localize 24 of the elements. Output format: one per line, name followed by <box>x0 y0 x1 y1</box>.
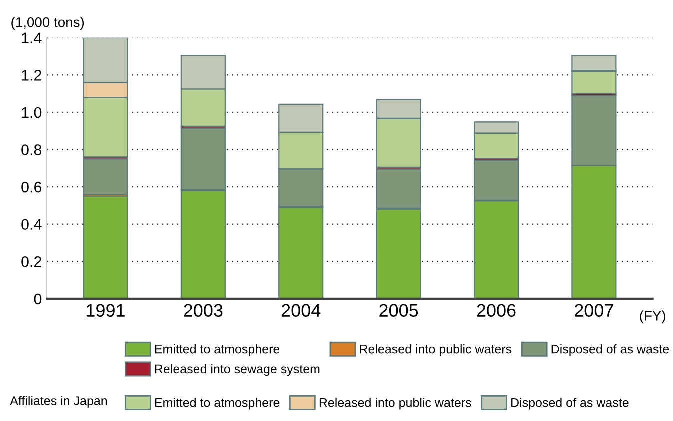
y-tick-label: 0.2 <box>22 256 42 268</box>
x-tick-label: 2005 <box>380 304 418 318</box>
legend-label: Released into public waters <box>360 344 512 356</box>
legend-label: Emitted to atmosphere <box>155 344 280 356</box>
y-axis-title: (1,000 tons) <box>12 17 84 30</box>
x-tick-label: 2004 <box>282 304 321 318</box>
y-tick-label: 0 <box>34 294 42 305</box>
legend-label: Released into public waters <box>320 398 472 410</box>
x-tick-label: 2006 <box>477 304 516 318</box>
y-tick-label: 0.8 <box>22 144 42 156</box>
legend-label: Disposed of as waste <box>552 344 670 356</box>
y-tick-label: 1.4 <box>22 32 42 44</box>
x-tick-label: 1991 <box>87 304 125 318</box>
legend-label: Disposed of as waste <box>512 398 629 410</box>
y-tick-label: 0.6 <box>22 182 42 193</box>
legend-label: Emitted to atmosphere <box>155 398 280 410</box>
text: Affiliates in Japan <box>10 396 108 408</box>
x-axis-title: (FY) <box>640 310 666 324</box>
legend-label: Released into sewage system <box>155 364 320 376</box>
x-tick-label: 2003 <box>184 304 223 318</box>
x-tick-label: 2007 <box>575 304 614 318</box>
y-tick-label: 0.4 <box>22 219 42 230</box>
y-tick-label: 1.2 <box>22 70 42 81</box>
y-tick-label: 1.0 <box>22 107 42 118</box>
